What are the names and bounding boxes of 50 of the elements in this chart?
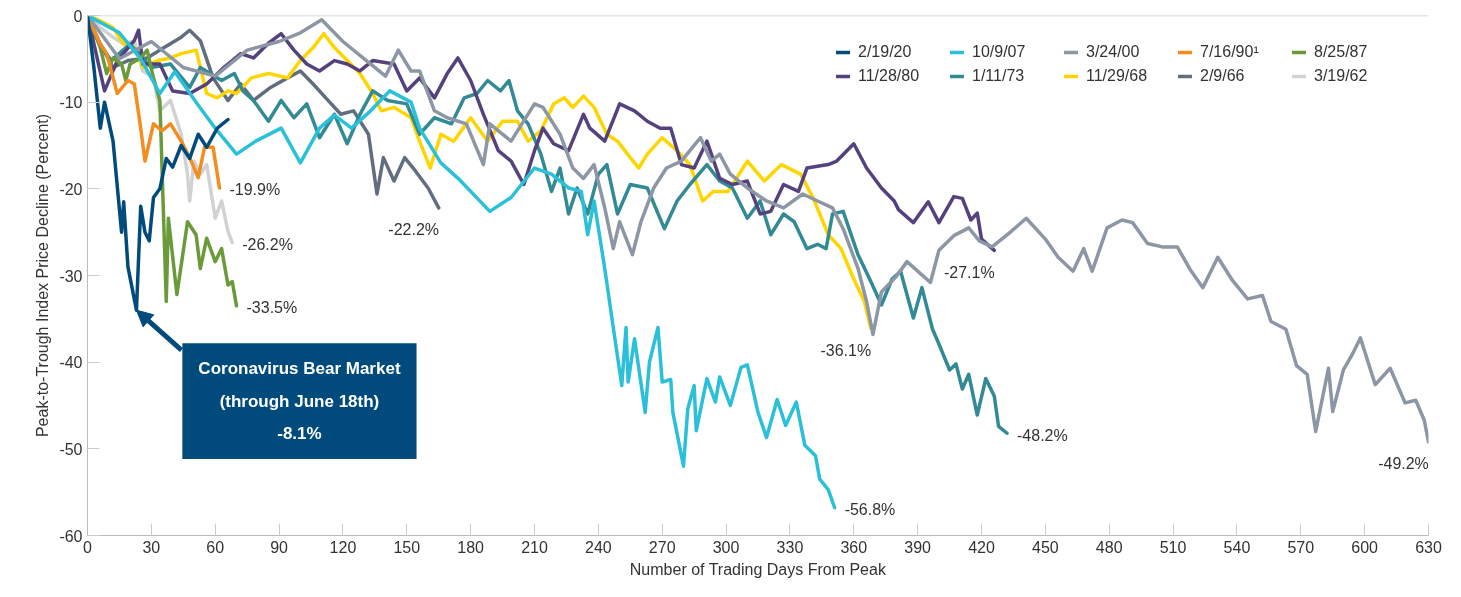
annotation: -19.9% xyxy=(229,181,281,199)
legend-label: 3/19/62 xyxy=(1314,67,1369,85)
annotation: -33.5% xyxy=(246,299,298,317)
legend-label: 2/9/66 xyxy=(1200,67,1246,85)
annotation: -22.2% xyxy=(388,221,440,239)
x-axis-title: Number of Trading Days From Peak xyxy=(629,560,887,578)
annotation: -36.1% xyxy=(820,341,872,359)
x-tick-label: 300 xyxy=(712,538,740,556)
legend-label: 1/11/73 xyxy=(972,67,1026,85)
y-axis-title: Peak-to-Trough Index Price Decline (Percent) xyxy=(34,113,52,438)
x-tick-label: 450 xyxy=(1032,538,1059,556)
y-tick-label: -40 xyxy=(59,354,83,372)
legend-label: 2/19/20 xyxy=(858,43,913,61)
y-tick-label: -10 xyxy=(59,94,83,112)
x-tick-label: 630 xyxy=(1415,538,1442,556)
x-tick-label: 510 xyxy=(1159,538,1187,556)
legend-label: 7/16/90¹ xyxy=(1200,43,1260,61)
x-tick-label: 120 xyxy=(329,538,357,556)
annotation: Coronavirus Bear Market (through June 18th) -8.1% xyxy=(198,359,401,443)
x-tick-label: 210 xyxy=(521,538,548,556)
annotation: -27.1% xyxy=(943,263,995,281)
y-tick-label: -50 xyxy=(59,440,83,458)
annotation: -56.8% xyxy=(844,501,896,519)
y-tick-label: -60 xyxy=(59,527,83,545)
x-tick-label: 480 xyxy=(1095,538,1123,556)
x-tick-label: 90 xyxy=(270,538,289,556)
x-tick-label: 540 xyxy=(1223,538,1251,556)
x-tick-label: 30 xyxy=(142,538,161,556)
annotation: -49.2% xyxy=(1378,455,1429,473)
x-tick-label: 420 xyxy=(968,538,995,556)
x-tick-label: 360 xyxy=(840,538,868,556)
x-tick-label: 330 xyxy=(776,538,804,556)
legend-label: 3/24/00 xyxy=(1086,43,1141,61)
legend-label: 10/9/07 xyxy=(972,43,1027,61)
x-tick-label: 180 xyxy=(457,538,485,556)
x-tick-label: 600 xyxy=(1351,538,1379,556)
x-tick-label: 150 xyxy=(393,538,421,556)
annotation: -26.2% xyxy=(242,236,293,254)
x-tick-label: 390 xyxy=(904,538,932,556)
legend-label: 11/29/68 xyxy=(1086,67,1149,85)
legend-label: 11/28/80 xyxy=(858,67,921,85)
x-tick-label: 240 xyxy=(585,538,612,556)
x-tick-label: 570 xyxy=(1287,538,1315,556)
legend-label: 8/25/87 xyxy=(1314,43,1369,61)
y-tick-label: 0 xyxy=(73,7,83,25)
y-tick-label: -20 xyxy=(59,180,83,198)
annotation: -48.2% xyxy=(1017,426,1068,444)
x-tick-label: 60 xyxy=(206,538,225,556)
y-tick-label: -30 xyxy=(59,267,83,285)
x-tick-label: 270 xyxy=(648,538,676,556)
